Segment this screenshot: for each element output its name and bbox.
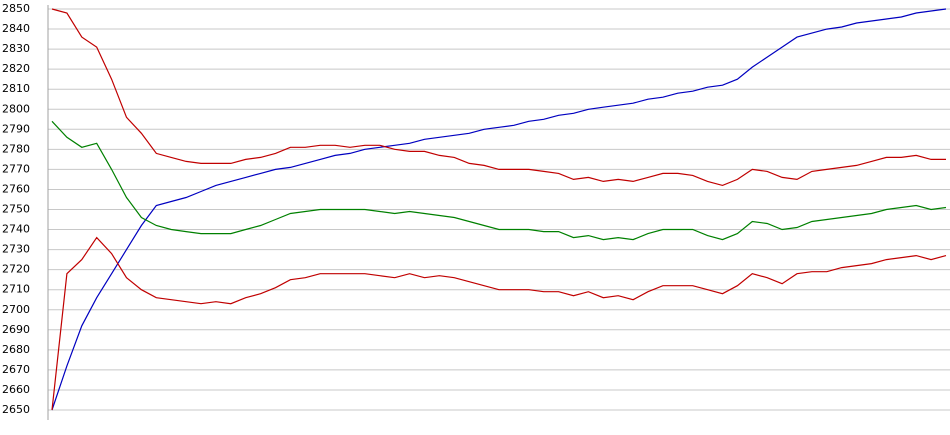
y-tick-label: 2690 <box>2 323 30 336</box>
y-tick-label: 2750 <box>2 203 30 216</box>
y-tick-label: 2650 <box>2 403 30 416</box>
y-tick-label: 2740 <box>2 223 30 236</box>
y-tick-label: 2840 <box>2 22 30 35</box>
y-tick-label: 2720 <box>2 263 30 276</box>
series-line <box>51 236 947 411</box>
y-tick-label: 2710 <box>2 283 30 296</box>
y-tick-label: 2660 <box>2 383 30 396</box>
y-tick-label: 2810 <box>2 82 30 95</box>
y-tick-label: 2760 <box>2 182 30 195</box>
y-tick-label: 2820 <box>2 62 30 75</box>
series-line <box>51 8 946 187</box>
y-tick-label: 2830 <box>2 42 30 55</box>
y-tick-label: 2790 <box>2 122 30 135</box>
series-line <box>51 8 947 411</box>
y-tick-label: 2780 <box>2 142 30 155</box>
y-tick-label: 2700 <box>2 303 30 316</box>
series-line <box>51 120 947 241</box>
y-tick-label: 2670 <box>2 363 30 376</box>
y-tick-label: 2800 <box>2 102 30 115</box>
y-tick-label: 2730 <box>2 243 30 256</box>
y-tick-label: 2680 <box>2 343 30 356</box>
y-tick-label: 2770 <box>2 162 30 175</box>
y-tick-label: 2850 <box>2 2 30 15</box>
